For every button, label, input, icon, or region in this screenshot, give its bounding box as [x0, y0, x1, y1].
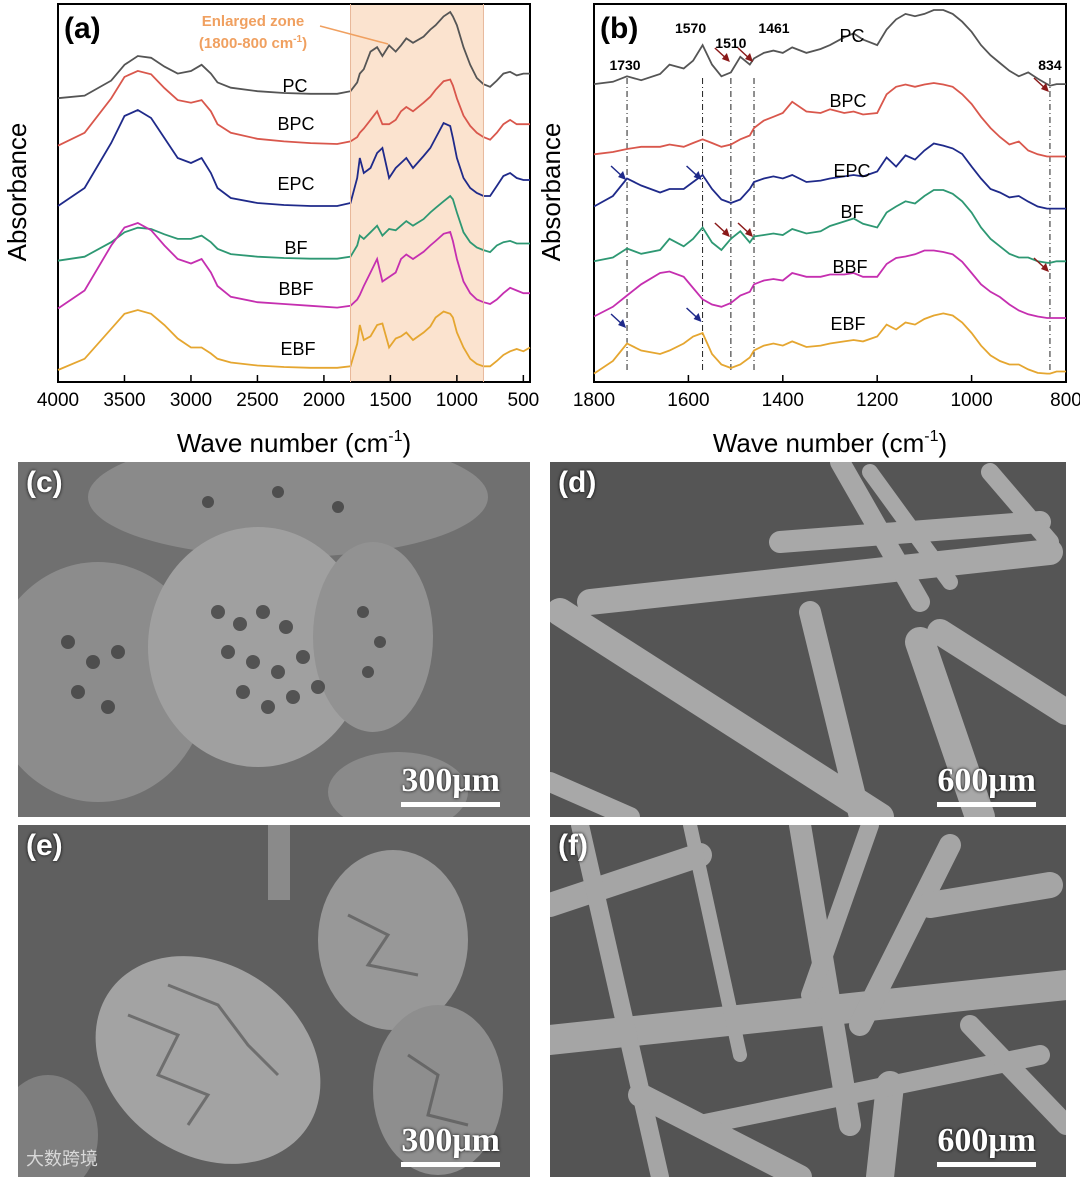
- plot-frame-a: [57, 3, 531, 383]
- panel-label-b: (b): [600, 12, 638, 45]
- x-tick-label: 1800: [573, 390, 615, 411]
- series-line-ebf: [57, 309, 531, 371]
- sem-image-f: (f) 600μm: [550, 825, 1066, 1177]
- series-line-epc: [57, 108, 530, 207]
- peak-label-1510: 1510: [715, 35, 746, 51]
- x-tick-label: 1200: [856, 390, 898, 411]
- scale-bar-d: 600μm: [937, 762, 1036, 807]
- series-line-bpc: [57, 69, 530, 147]
- series-label-epc: EPC: [277, 174, 314, 194]
- series-line-bbf: [57, 222, 530, 310]
- x-tick-label: 500: [508, 390, 540, 411]
- series-line-bf: [593, 189, 1066, 264]
- series-label-bbf: BBF: [832, 257, 867, 277]
- scale-bar-label: 300μm: [401, 1122, 500, 1159]
- enlarged-zone-band: [350, 4, 484, 382]
- series-label-epc: EPC: [833, 161, 870, 181]
- panel-label-a: (a): [64, 12, 101, 45]
- x-tick-label: 3500: [103, 390, 145, 411]
- peak-arrowhead: [618, 171, 627, 180]
- fibers-d: [550, 462, 1066, 817]
- scale-bar-e: 300μm: [401, 1122, 500, 1167]
- series-line-bf: [57, 194, 530, 262]
- scale-bar-label: 300μm: [401, 762, 500, 799]
- x-tick-label: 1500: [369, 390, 411, 411]
- peak-arrows-b: [610, 47, 1049, 328]
- y-axis-label-b: Absorbance: [536, 123, 566, 262]
- x-tick-label: 1400: [762, 390, 804, 411]
- enlarged-zone-range: (1800-800 cm-1): [199, 34, 307, 52]
- scale-bar-f: 600μm: [937, 1122, 1036, 1167]
- series-label-bpc: BPC: [277, 114, 314, 134]
- y-axis-label-a: Absorbance: [2, 123, 32, 262]
- panel-label-c: (c): [26, 466, 63, 499]
- series-line-epc: [593, 142, 1066, 210]
- series-label-bpc: BPC: [829, 91, 866, 111]
- plot-frame-b: [593, 3, 1067, 383]
- scale-bar-label: 600μm: [937, 762, 1036, 799]
- x-tick-label: 3000: [170, 390, 212, 411]
- series-line-bpc: [593, 82, 1066, 158]
- scale-bar-c: 300μm: [401, 762, 500, 807]
- x-tick-label: 1000: [950, 390, 992, 411]
- chart-b: 1800 1600 1400 1200 1000 800 (b) Absorbance W…: [536, 3, 1080, 458]
- series-label-bf: BF: [284, 238, 307, 258]
- x-tick-label: 1000: [436, 390, 478, 411]
- x-tick-label: 2000: [303, 390, 345, 411]
- enlarged-zone-arrow: [319, 25, 389, 45]
- peak-arrowhead: [1040, 263, 1049, 272]
- series-line-pc: [57, 10, 530, 100]
- peak-arrowhead: [693, 171, 702, 180]
- peak-label-834: 834: [1038, 57, 1062, 73]
- sem-image-c: (c) 300μm: [18, 462, 530, 817]
- fibers-f: [550, 825, 1066, 1177]
- x-tick-label: 2500: [236, 390, 278, 411]
- series-line-ebf: [593, 312, 1066, 375]
- series-label-ebf: EBF: [830, 314, 865, 334]
- peak-label-1730: 1730: [609, 57, 640, 73]
- x-tick-label: 4000: [37, 390, 79, 411]
- x-axis-b: 1800 1600 1400 1200 1000 800: [573, 375, 1080, 411]
- series-label-pc: PC: [839, 26, 864, 46]
- x-tick-label: 1600: [667, 390, 709, 411]
- series-label-bbf: BBF: [278, 279, 313, 299]
- sem-image-d: (d) 600μm: [550, 462, 1066, 817]
- peak-arrowhead: [745, 53, 754, 62]
- x-axis-a: 4000 3500 3000 2500 2000 1500 1000 500: [37, 375, 539, 411]
- ftir-figure: 4000 3500 3000 2500 2000 1500 1000 500 (a) Abso…: [2, 3, 1080, 458]
- panel-label-f: (f): [558, 829, 588, 862]
- x-axis-label-b: Wave number (cm-1): [713, 428, 947, 458]
- scale-bar-label: 600μm: [937, 1122, 1036, 1159]
- chart-a: 4000 3500 3000 2500 2000 1500 1000 500 (a) Abso…: [2, 3, 539, 458]
- watermark: 大数跨境: [26, 1149, 98, 1170]
- peak-arrowhead: [1040, 83, 1049, 92]
- peak-arrowhead: [618, 319, 627, 328]
- series-group-a: [57, 4, 531, 382]
- series-line-pc: [593, 9, 1066, 87]
- peak-arrowhead: [721, 53, 730, 62]
- series-label-ebf: EBF: [280, 339, 315, 359]
- honeycomb-particles-c: [18, 462, 530, 817]
- series-labels-a: PC BPC EPC BF BBF EBF: [277, 76, 315, 359]
- sem-image-e: (e) 300μm 大数跨境: [18, 825, 530, 1177]
- enlarged-zone-label: Enlarged zone: [202, 13, 305, 30]
- peak-label-1570: 1570: [675, 20, 706, 36]
- peak-arrowhead: [745, 228, 754, 237]
- x-tick-label: 800: [1050, 390, 1080, 411]
- peak-label-1461: 1461: [758, 20, 789, 36]
- series-label-bf: BF: [840, 202, 863, 222]
- x-axis-label-a: Wave number (cm-1): [177, 428, 411, 458]
- peak-arrowhead: [693, 313, 702, 322]
- series-line-bbf: [593, 249, 1066, 319]
- crumpled-particles-e: [18, 825, 530, 1177]
- series-label-pc: PC: [282, 76, 307, 96]
- peak-arrowhead: [721, 228, 730, 237]
- panel-label-d: (d): [558, 466, 597, 499]
- series-group-b: [593, 9, 1066, 375]
- peak-labels-b: 1730 1570 1510 1461 834: [609, 20, 1061, 73]
- series-labels-b: PC BPC EPC BF BBF EBF: [829, 26, 870, 334]
- panel-label-e: (e): [26, 829, 63, 862]
